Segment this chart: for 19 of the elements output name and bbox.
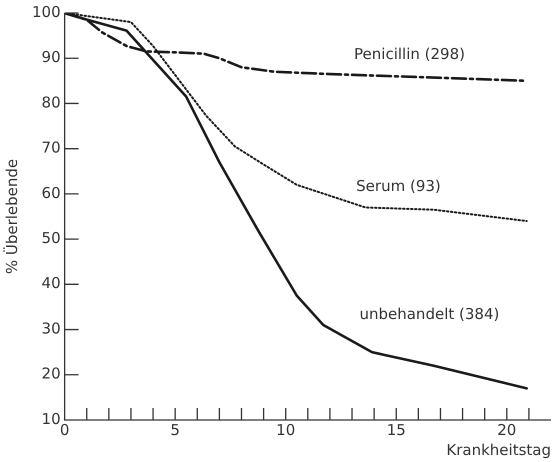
series-label: Penicillin (298) [354, 45, 465, 64]
x-tick-label: 0 [60, 420, 70, 439]
y-tick-label: 40 [42, 274, 61, 292]
y-tick-label: 60 [42, 184, 61, 202]
y-tick-label: 30 [42, 319, 61, 338]
y-tick-label: 50 [42, 229, 61, 247]
x-tick-label: 15 [386, 420, 406, 439]
y-tick-label: 90 [42, 48, 61, 66]
x-tick-label: 10 [276, 420, 296, 439]
y-tick-label: 80 [42, 93, 61, 112]
x-tick-label: 5 [170, 420, 180, 439]
series-label: Serum (93) [356, 176, 441, 195]
y-tick-label: 70 [42, 138, 61, 157]
y-axis-title: % Überlebende [2, 158, 21, 274]
y-tick-label: 20 [42, 364, 61, 383]
y-tick-label: 100 [32, 2, 61, 21]
series-label: unbehandelt (384) [359, 305, 500, 324]
x-tick-label: 20 [497, 420, 516, 439]
x-axis-title: Krankheitstag [446, 440, 551, 459]
